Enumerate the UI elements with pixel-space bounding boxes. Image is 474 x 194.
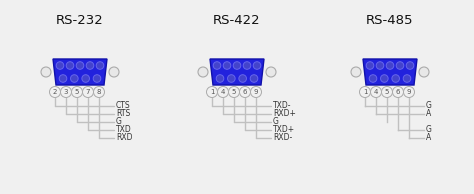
Circle shape (61, 87, 72, 98)
Circle shape (403, 87, 414, 98)
Text: TXD-: TXD- (273, 101, 292, 111)
Text: 8: 8 (97, 89, 101, 95)
Text: G: G (426, 126, 432, 134)
Circle shape (371, 87, 382, 98)
Circle shape (392, 87, 403, 98)
Text: RXD+: RXD+ (273, 109, 296, 119)
Circle shape (233, 62, 241, 69)
Circle shape (109, 67, 119, 77)
Text: 1: 1 (363, 89, 367, 95)
Circle shape (228, 75, 235, 82)
Circle shape (376, 62, 384, 69)
Text: TXD: TXD (116, 126, 132, 134)
Circle shape (93, 75, 101, 82)
Circle shape (266, 67, 276, 77)
Text: 1: 1 (210, 89, 214, 95)
Circle shape (49, 87, 61, 98)
Text: TXD+: TXD+ (273, 126, 295, 134)
Text: A: A (426, 133, 431, 143)
Circle shape (76, 62, 84, 69)
Text: CTS: CTS (116, 101, 131, 111)
Circle shape (207, 87, 218, 98)
Circle shape (250, 75, 258, 82)
Text: G: G (426, 101, 432, 111)
Circle shape (71, 75, 78, 82)
Text: RXD: RXD (116, 133, 133, 143)
Circle shape (228, 87, 239, 98)
Circle shape (392, 75, 400, 82)
Circle shape (223, 62, 231, 69)
Text: 5: 5 (75, 89, 79, 95)
Text: 5: 5 (232, 89, 236, 95)
Circle shape (198, 67, 208, 77)
Text: 2: 2 (53, 89, 57, 95)
Text: 3: 3 (64, 89, 68, 95)
Circle shape (419, 67, 429, 77)
Text: 6: 6 (243, 89, 247, 95)
Circle shape (366, 62, 374, 69)
Text: 5: 5 (385, 89, 389, 95)
Text: RXD-: RXD- (273, 133, 292, 143)
Circle shape (72, 87, 82, 98)
Circle shape (250, 87, 262, 98)
Circle shape (41, 67, 51, 77)
Circle shape (406, 62, 414, 69)
Text: 4: 4 (374, 89, 378, 95)
Circle shape (66, 62, 74, 69)
Circle shape (218, 87, 228, 98)
Text: G: G (273, 118, 279, 126)
Circle shape (369, 75, 377, 82)
Circle shape (93, 87, 104, 98)
Circle shape (239, 75, 246, 82)
Circle shape (82, 87, 93, 98)
Polygon shape (53, 59, 107, 85)
Circle shape (382, 87, 392, 98)
Circle shape (253, 62, 261, 69)
Circle shape (82, 75, 90, 82)
Polygon shape (210, 59, 264, 85)
Polygon shape (363, 59, 417, 85)
Text: RTS: RTS (116, 109, 130, 119)
Circle shape (381, 75, 388, 82)
Circle shape (86, 62, 94, 69)
Circle shape (359, 87, 371, 98)
Text: RS-485: RS-485 (366, 14, 414, 27)
Circle shape (56, 62, 64, 69)
Text: 4: 4 (221, 89, 225, 95)
Text: 9: 9 (254, 89, 258, 95)
Text: 6: 6 (396, 89, 400, 95)
Text: G: G (116, 118, 122, 126)
Text: 9: 9 (407, 89, 411, 95)
Circle shape (96, 62, 104, 69)
Circle shape (386, 62, 394, 69)
Circle shape (59, 75, 67, 82)
Circle shape (351, 67, 361, 77)
Circle shape (396, 62, 404, 69)
Circle shape (239, 87, 250, 98)
Text: RS-232: RS-232 (56, 14, 104, 27)
Circle shape (216, 75, 224, 82)
Text: 7: 7 (86, 89, 90, 95)
Text: A: A (426, 109, 431, 119)
Text: RS-422: RS-422 (213, 14, 261, 27)
Circle shape (403, 75, 411, 82)
Circle shape (243, 62, 251, 69)
Circle shape (213, 62, 221, 69)
